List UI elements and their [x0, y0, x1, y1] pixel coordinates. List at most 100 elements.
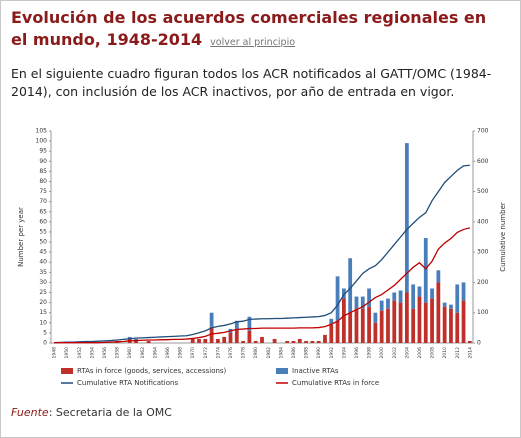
chart: 0 5 10 15 20 25 30 35 40 45 50 55 60 65 70 75 80 85 90 95 10…	[17, 128, 507, 388]
bar	[216, 338, 220, 343]
y-tick-label: 85	[39, 168, 47, 175]
y-tick-label: 20	[39, 299, 47, 306]
bar	[209, 326, 214, 343]
back-link[interactable]: volver al principio	[210, 37, 296, 48]
y-tick-label: 90	[39, 158, 47, 165]
bar	[341, 288, 346, 299]
bar	[234, 320, 239, 329]
bar	[386, 298, 390, 309]
x-tick-label: 1994	[341, 347, 347, 359]
bar	[411, 308, 416, 343]
bar	[146, 340, 151, 343]
line	[54, 227, 471, 344]
x-tick-label: 1984	[278, 347, 284, 359]
bar	[329, 324, 334, 343]
bar	[304, 340, 308, 343]
bar	[373, 312, 378, 323]
bar	[379, 310, 384, 343]
bar	[190, 338, 195, 343]
y-tick-label: 0	[43, 340, 47, 347]
y-tick-label: 105	[36, 128, 48, 135]
line	[54, 164, 470, 344]
x-tick-label: 1948	[52, 347, 58, 359]
y-tick-label: 80	[39, 178, 47, 185]
legend-label: Inactive RTAs	[292, 367, 339, 375]
x-tick-label: 1958	[115, 347, 121, 359]
bar	[449, 304, 453, 309]
bar	[436, 270, 441, 283]
x-tick-label: 1980	[253, 347, 259, 359]
bar	[455, 284, 460, 313]
y2-tick-label: 500	[477, 188, 489, 195]
bar	[285, 340, 290, 343]
bar	[272, 338, 277, 343]
bar	[348, 312, 353, 343]
x-tick-label: 1954	[89, 347, 95, 359]
bar	[442, 306, 447, 343]
bar	[461, 300, 466, 343]
x-tick-label: 1996	[354, 347, 360, 359]
legend-swatch	[61, 368, 73, 374]
legend-swatch	[276, 368, 288, 374]
x-tick-label: 1998	[367, 347, 373, 359]
x-tick-label: 1950	[64, 347, 70, 359]
bar	[329, 318, 334, 325]
bar	[234, 328, 239, 343]
y-tick-label: 5	[43, 329, 47, 336]
y-tick-label: 100	[36, 138, 48, 145]
legend-label: Cumulative RTA Notifications	[77, 379, 178, 387]
x-tick-label: 1968	[178, 347, 184, 359]
bar	[134, 340, 138, 343]
bar	[291, 340, 296, 343]
bar	[354, 296, 359, 309]
y2-tick-label: 300	[477, 249, 489, 256]
y-tick-label: 15	[39, 309, 47, 316]
bar	[323, 334, 327, 343]
x-tick-label: 2012	[455, 347, 461, 359]
y2-tick-label: 700	[477, 128, 489, 135]
bar	[392, 292, 397, 301]
y-tick-label: 75	[39, 188, 47, 195]
x-tick-label: 2002	[392, 347, 398, 359]
bar	[228, 332, 233, 343]
bar	[247, 316, 252, 331]
x-tick-label: 1992	[329, 347, 335, 359]
y-tick-label: 10	[39, 319, 47, 326]
x-tick-label: 2010	[442, 347, 448, 359]
x-tick-label: 1978	[241, 347, 247, 359]
x-tick-label: 1952	[77, 347, 83, 359]
x-tick-label: 1956	[102, 347, 108, 359]
bar	[127, 336, 132, 339]
bar	[373, 322, 378, 343]
bar	[430, 288, 434, 299]
bar	[398, 290, 403, 303]
x-tick-label: 2006	[417, 347, 423, 359]
x-tick-label: 1972	[203, 347, 209, 359]
bar	[379, 300, 384, 311]
bar	[436, 282, 441, 343]
y-tick-label: 55	[39, 228, 47, 235]
source-label: Fuente	[11, 406, 49, 419]
x-tick-label: 1962	[140, 347, 146, 359]
x-tick-label: 1976	[228, 347, 234, 359]
y-tick-label: 70	[39, 198, 47, 205]
y2-tick-label: 400	[477, 218, 489, 225]
y-tick-label: 65	[39, 208, 47, 215]
bar	[335, 320, 340, 343]
bar	[455, 312, 460, 343]
bar	[310, 340, 315, 343]
x-tick-label: 1990	[316, 347, 322, 359]
bar	[430, 298, 434, 343]
bar	[367, 306, 371, 343]
y2-tick-label: 0	[477, 340, 481, 347]
y2-tick-label: 100	[477, 309, 489, 316]
bar	[398, 302, 403, 343]
x-tick-label: 2004	[404, 347, 410, 359]
source: Fuente: Secretaria de la OMC	[11, 406, 172, 419]
x-tick-label: 2000	[379, 347, 385, 359]
x-tick-label: 1986	[291, 347, 297, 359]
bar	[392, 300, 397, 343]
y-tick-label: 40	[39, 259, 47, 266]
y-tick-label: 30	[39, 279, 47, 286]
y-tick-label: 25	[39, 289, 47, 296]
